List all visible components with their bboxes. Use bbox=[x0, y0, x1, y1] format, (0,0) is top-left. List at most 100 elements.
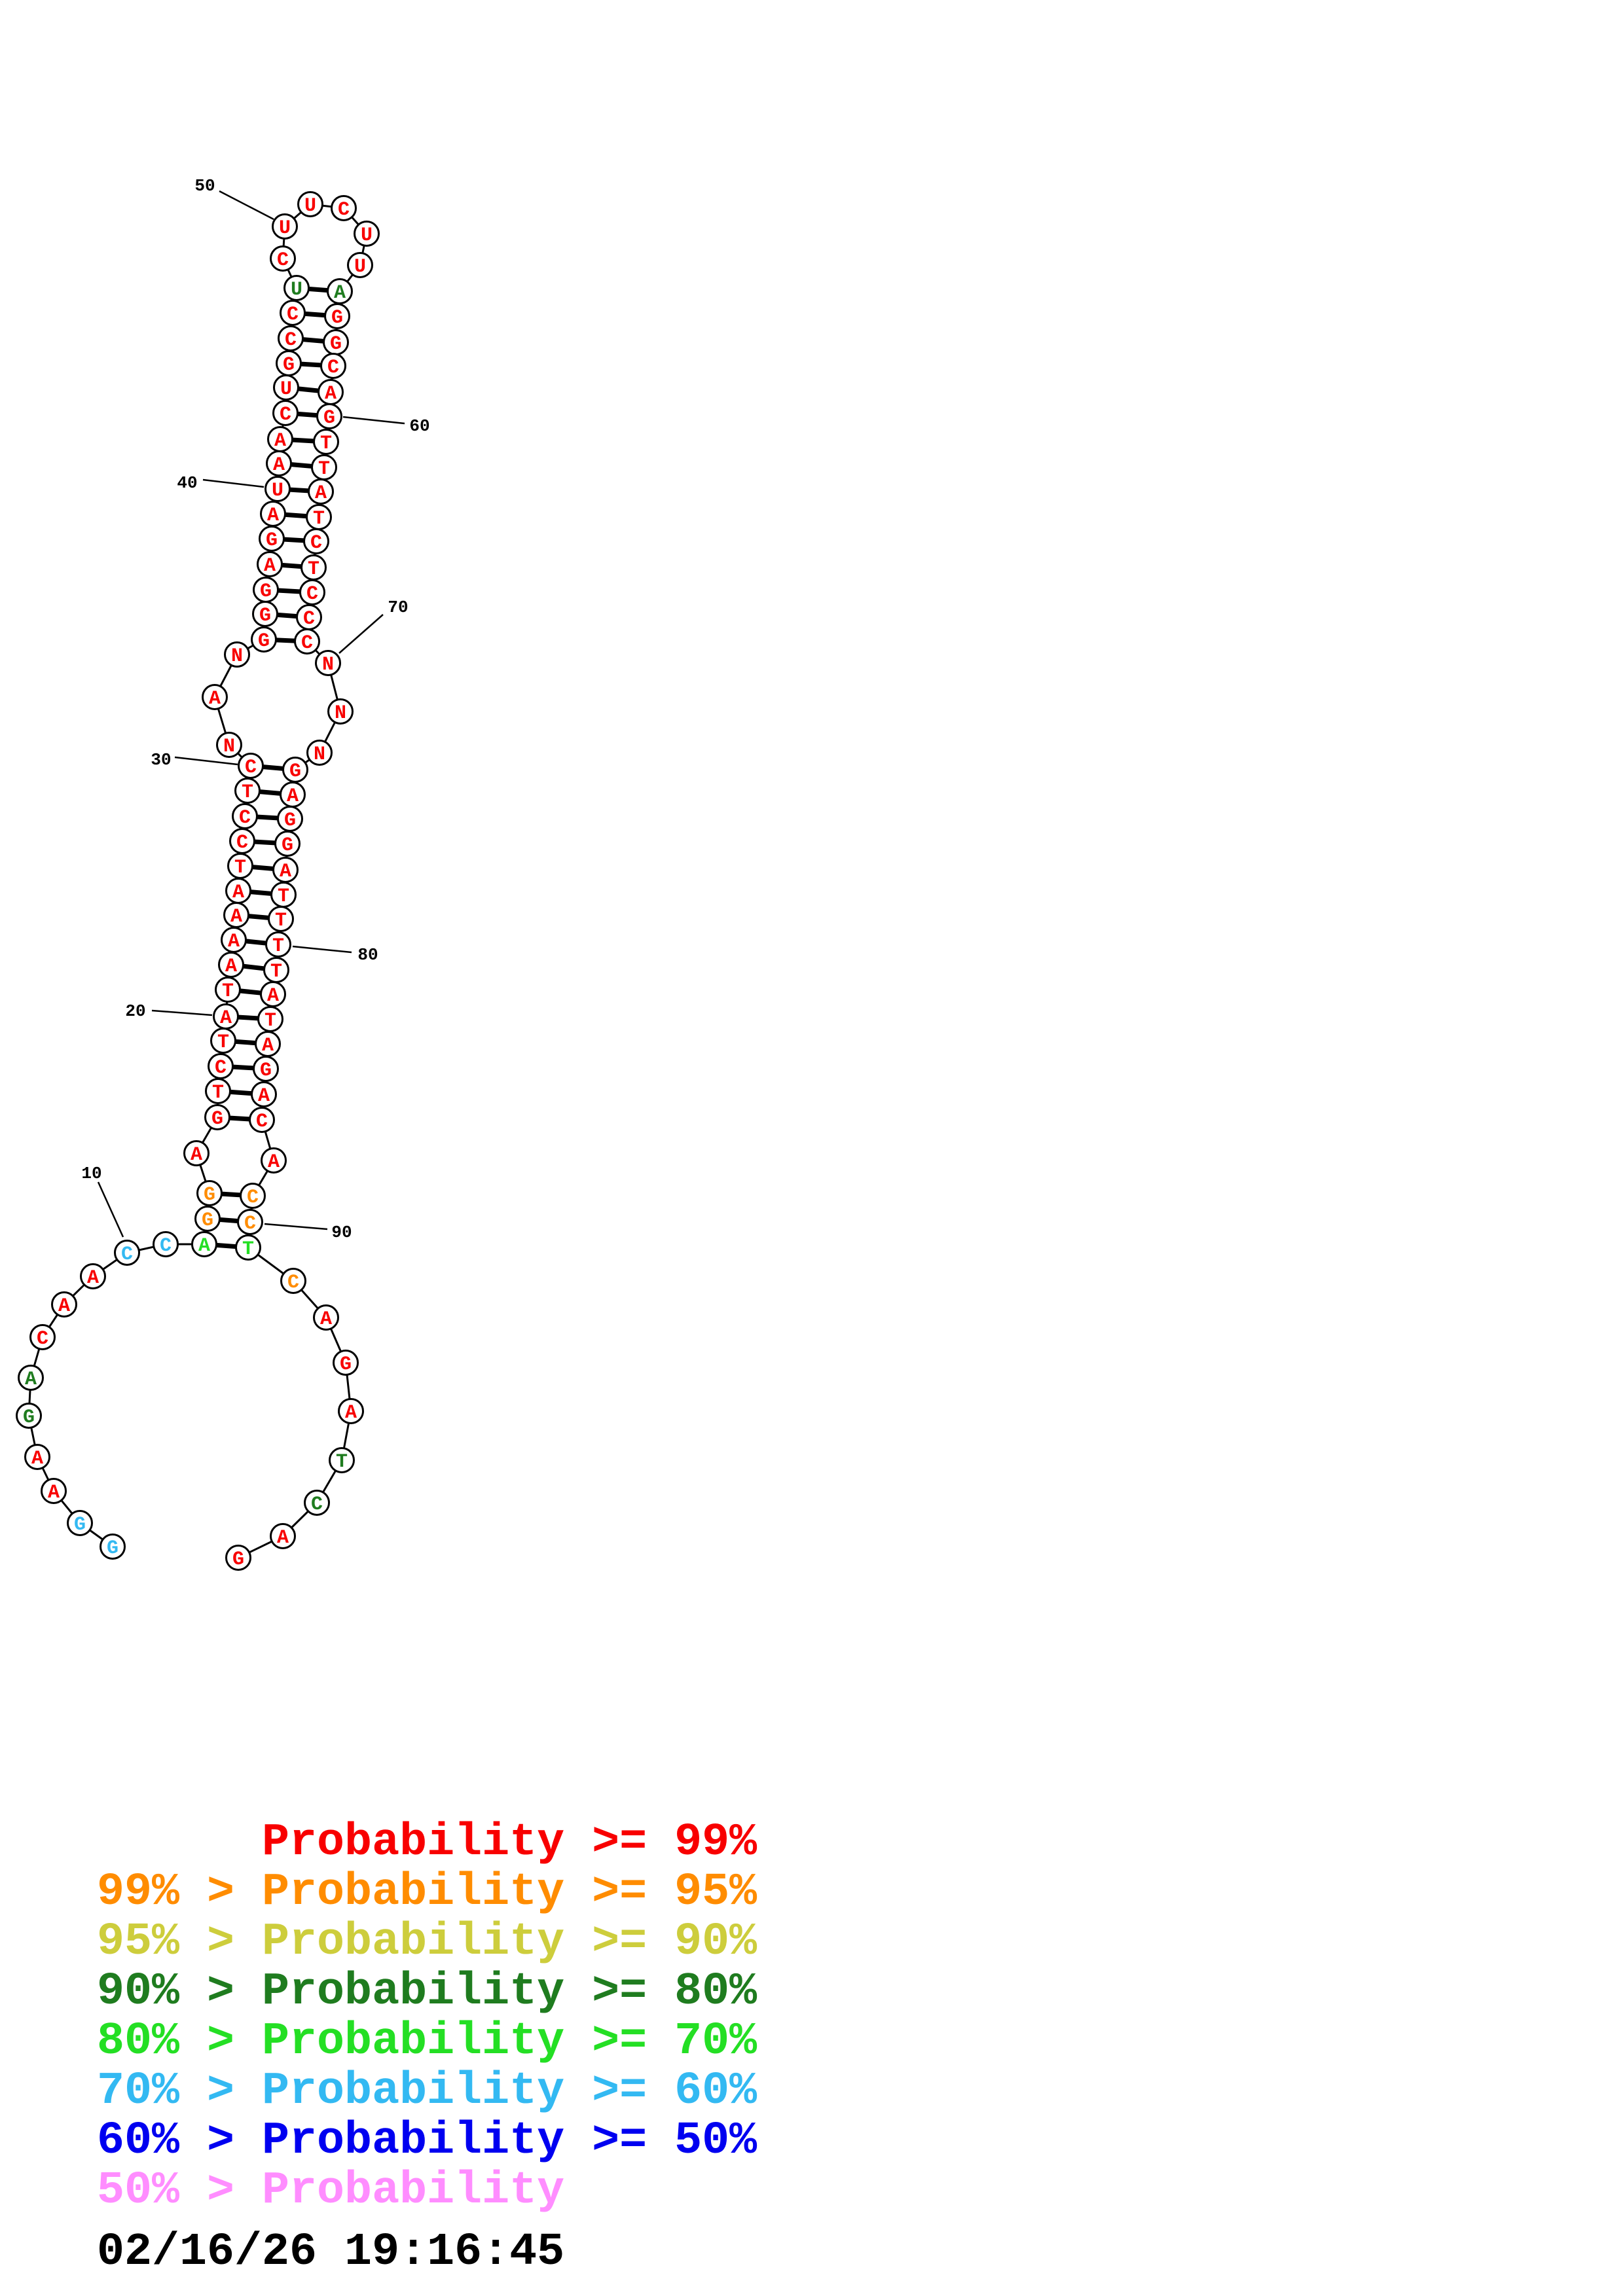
base-letter-72-N: N bbox=[314, 744, 325, 766]
base-letter-9-A: A bbox=[87, 1267, 99, 1289]
base-letter-94-G: G bbox=[340, 1354, 352, 1376]
nucleotide-circle-49 bbox=[270, 245, 296, 272]
base-letter-31-N: N bbox=[223, 736, 235, 758]
base-letter-35-G: G bbox=[259, 605, 271, 627]
nucleotide-circle-97 bbox=[304, 1490, 330, 1516]
nucleotide-circle-98 bbox=[270, 1523, 296, 1549]
base-letter-77-A: A bbox=[280, 861, 291, 883]
nucleotide-circle-8 bbox=[51, 1291, 77, 1318]
base-letter-49-C: C bbox=[277, 249, 289, 272]
legend-line-prob-95: 99% > Probability >= 95% bbox=[97, 1867, 757, 1918]
nucleotide-circle-30 bbox=[238, 753, 264, 779]
nucleotide-circle-56 bbox=[324, 303, 350, 329]
base-letter-73-G: G bbox=[289, 761, 301, 783]
base-letter-56-G: G bbox=[331, 307, 343, 329]
legend-line-prob-60: 70% > Probability >= 60% bbox=[97, 2066, 757, 2117]
nucleotide-circle-9 bbox=[80, 1263, 106, 1289]
base-letter-30-C: C bbox=[245, 757, 257, 779]
base-letter-64-T: T bbox=[313, 508, 325, 530]
nucleotide-circle-90 bbox=[237, 1209, 263, 1235]
base-letter-57-G: G bbox=[330, 333, 342, 355]
nucleotide-circle-94 bbox=[333, 1350, 359, 1376]
base-letter-14-G: G bbox=[204, 1184, 215, 1206]
nucleotide-circle-31 bbox=[216, 732, 242, 758]
base-letter-20-A: A bbox=[220, 1007, 232, 1030]
nucleotide-circle-15 bbox=[183, 1140, 210, 1166]
nucleotide-circle-13 bbox=[194, 1206, 221, 1232]
base-letter-27-C: C bbox=[236, 832, 248, 854]
base-letter-82-A: A bbox=[267, 985, 279, 1007]
nucleotide-circle-7 bbox=[29, 1324, 56, 1350]
legend-line-prob-lt50: 50% > Probability bbox=[97, 2165, 565, 2217]
base-letter-96-T: T bbox=[336, 1451, 348, 1473]
base-letter-15-A: A bbox=[191, 1144, 202, 1166]
base-letter-44-U: U bbox=[280, 378, 292, 401]
legend-line-prob-70: 80% > Probability >= 70% bbox=[97, 2016, 757, 2068]
nucleotide-circle-6 bbox=[18, 1365, 44, 1391]
position-label-30: 30 bbox=[151, 750, 171, 770]
nucleotide-circle-86 bbox=[251, 1081, 277, 1107]
base-letter-76-G: G bbox=[282, 834, 293, 857]
base-letter-5-G: G bbox=[23, 1407, 35, 1429]
nucleotide-circle-72 bbox=[306, 740, 333, 766]
base-letter-71-N: N bbox=[335, 702, 346, 725]
nucleotide-circle-16 bbox=[204, 1104, 230, 1130]
nucleotide-circle-5 bbox=[16, 1403, 42, 1429]
base-letter-21-T: T bbox=[222, 980, 234, 1003]
position-label-50: 50 bbox=[194, 176, 215, 196]
nucleotide-circle-96 bbox=[329, 1447, 355, 1473]
base-letter-34-G: G bbox=[258, 630, 270, 653]
nucleotide-circle-53 bbox=[354, 221, 380, 247]
probability-legend: Probability >= 99% 99% > Probability >= … bbox=[97, 1818, 757, 2216]
base-letter-97-C: C bbox=[311, 1494, 323, 1516]
base-letter-12-A: A bbox=[198, 1235, 210, 1257]
nucleotide-circle-12 bbox=[191, 1231, 217, 1257]
position-label-80: 80 bbox=[357, 945, 378, 965]
base-letter-86-A: A bbox=[258, 1085, 270, 1107]
base-letter-78-T: T bbox=[278, 886, 289, 908]
base-letter-84-A: A bbox=[262, 1035, 274, 1057]
nucleotide-circle-99 bbox=[225, 1545, 251, 1571]
base-letter-22-A: A bbox=[225, 956, 237, 978]
nucleotide-circle-70 bbox=[315, 650, 341, 676]
base-letter-95-A: A bbox=[345, 1402, 357, 1424]
base-letter-74-A: A bbox=[287, 785, 299, 808]
nucleotide-circle-65 bbox=[303, 528, 329, 554]
base-letter-24-A: A bbox=[230, 906, 242, 928]
base-letter-58-C: C bbox=[327, 357, 339, 379]
base-letter-4-A: A bbox=[31, 1448, 43, 1470]
nucleotide-circle-29 bbox=[234, 778, 261, 804]
base-letter-7-C: C bbox=[37, 1328, 48, 1350]
nucleotide-circle-36 bbox=[253, 577, 279, 603]
nucleotide-circle-18 bbox=[208, 1053, 234, 1079]
nucleotide-circle-48 bbox=[283, 275, 310, 301]
base-letter-25-A: A bbox=[232, 882, 244, 904]
base-letter-63-A: A bbox=[315, 482, 327, 505]
label-leader-line bbox=[174, 756, 238, 766]
base-letter-13-G: G bbox=[202, 1210, 213, 1232]
base-letter-80-T: T bbox=[272, 935, 284, 958]
base-letter-47-C: C bbox=[287, 304, 299, 326]
label-leader-line bbox=[264, 1223, 328, 1230]
nucleotide-circle-92 bbox=[280, 1268, 306, 1294]
nucleotide-circle-11 bbox=[153, 1231, 179, 1257]
nucleotide-circle-43 bbox=[272, 400, 299, 426]
legend-line-prob-50: 60% > Probability >= 50% bbox=[97, 2115, 757, 2167]
base-letter-66-T: T bbox=[308, 558, 319, 581]
nucleotide-circle-37 bbox=[257, 551, 283, 577]
label-leader-line bbox=[97, 1181, 124, 1238]
label-leader-line bbox=[202, 478, 264, 488]
base-letter-60-G: G bbox=[323, 407, 335, 429]
legend-line-prob-80: 90% > Probability >= 80% bbox=[97, 1966, 757, 2018]
base-letter-33-N: N bbox=[231, 645, 243, 668]
base-letter-39-A: A bbox=[267, 505, 279, 527]
position-label-70: 70 bbox=[388, 598, 408, 617]
base-letter-61-T: T bbox=[320, 433, 332, 455]
base-letter-16-G: G bbox=[211, 1108, 223, 1130]
base-letter-38-G: G bbox=[266, 529, 278, 552]
nucleotide-circle-20 bbox=[213, 1003, 239, 1030]
nucleotide-circle-79 bbox=[268, 906, 294, 932]
base-letter-52-C: C bbox=[338, 199, 350, 221]
base-letter-42-A: A bbox=[274, 430, 286, 452]
